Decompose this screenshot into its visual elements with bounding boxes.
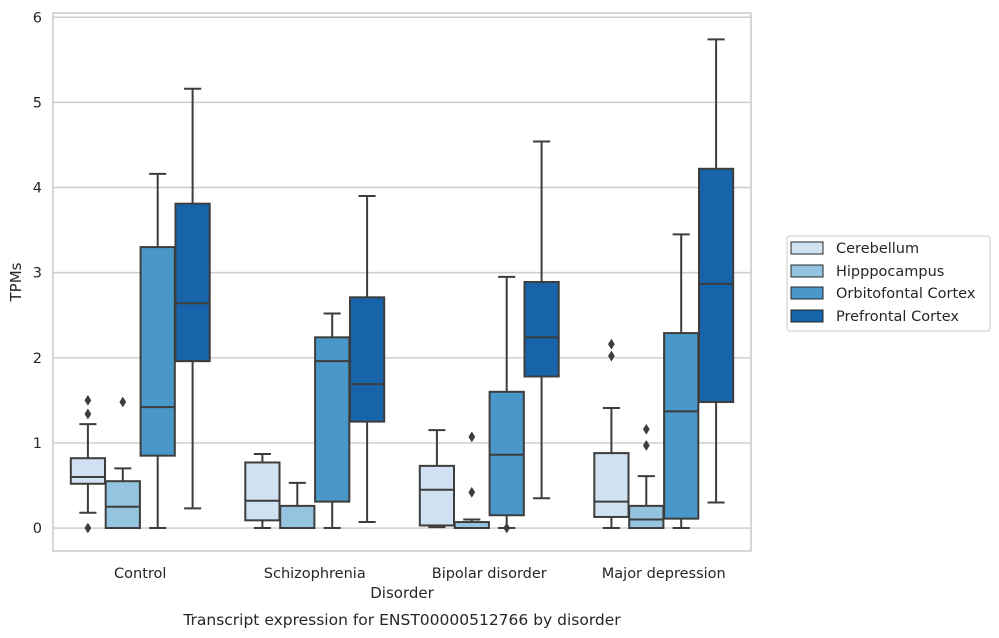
- outlier-1: [468, 486, 476, 498]
- box-1-3: [628, 423, 665, 530]
- legend: Cerebellum Hipppocampus Orbitofontal Cor…: [786, 235, 991, 332]
- y-tick-label-1: 1: [33, 436, 42, 452]
- x-tick-label-2: Bipolar disorder: [432, 566, 547, 582]
- y-tick-label-2: 2: [33, 351, 42, 367]
- figure-caption: Transcript expression for ENST0000051276…: [182, 611, 621, 629]
- legend-swatch-cerebellum: [790, 241, 824, 255]
- iqr-box: [244, 461, 281, 522]
- box-0-1: [244, 452, 281, 530]
- iqr-box: [348, 296, 386, 423]
- x-tick-labels: Control Schizophrenia Bipolar disorder Majo…: [114, 566, 726, 582]
- legend-label-prefrontal: Prefrontal Cortex: [836, 309, 959, 325]
- box-2-3: [663, 233, 700, 530]
- iqr-box: [697, 167, 735, 404]
- box-2-2: [488, 275, 525, 534]
- plot-frame: [52, 12, 752, 552]
- box-0-3: [593, 338, 630, 530]
- legend-label-cerebellum: Cerebellum: [836, 241, 919, 257]
- iqr-box: [314, 336, 351, 503]
- iqr-box: [628, 504, 665, 530]
- y-tick-label-5: 5: [33, 95, 42, 111]
- outlier-0: [84, 394, 92, 406]
- outlier-0: [642, 423, 650, 435]
- box-3-1: [348, 195, 386, 524]
- iqr-box: [488, 390, 525, 517]
- iqr-box: [104, 480, 141, 530]
- iqr-box: [663, 332, 700, 520]
- box-3-0: [174, 87, 211, 510]
- legend-swatch-hippocampus: [790, 264, 824, 278]
- iqr-box: [593, 452, 630, 518]
- box-1-0: [104, 396, 141, 530]
- y-tick-label-3: 3: [33, 266, 42, 282]
- iqr-box: [418, 464, 456, 527]
- box-1-2: [453, 431, 490, 530]
- outlier-1: [84, 408, 92, 420]
- x-axis-label: Disorder: [370, 584, 434, 602]
- iqr-box: [279, 504, 316, 530]
- x-tick-label-0: Control: [114, 566, 166, 582]
- box-0-2: [418, 429, 456, 529]
- box-3-3: [697, 38, 735, 504]
- legend-frame: [786, 235, 991, 332]
- box-1-1: [279, 481, 316, 530]
- outlier-1: [642, 440, 650, 451]
- iqr-box: [139, 246, 176, 457]
- legend-swatch-prefrontal: [790, 309, 824, 323]
- outlier-2: [84, 522, 92, 534]
- y-tick-labels: 0 1 2 3 4 5 6: [33, 10, 42, 537]
- iqr-box: [523, 281, 560, 378]
- iqr-box: [174, 202, 211, 363]
- y-tick-label-0: 0: [33, 521, 42, 537]
- outlier-0: [119, 396, 127, 408]
- box-3-2: [523, 140, 560, 500]
- legend-swatch-orbitofrontal: [790, 286, 824, 300]
- y-axis-label: TPMs: [7, 262, 25, 302]
- outlier-0: [468, 431, 476, 443]
- x-tick-label-1: Schizophrenia: [264, 566, 366, 582]
- box-groups: [69, 38, 735, 534]
- y-tick-label-4: 4: [33, 181, 42, 197]
- x-tick-label-3: Major depression: [602, 566, 726, 582]
- legend-label-hippocampus: Hipppocampus: [836, 264, 944, 280]
- box-2-1: [314, 312, 351, 530]
- iqr-box: [69, 457, 107, 485]
- outlier-0: [503, 522, 511, 534]
- legend-label-orbitofrontal: Orbitofontal Cortex: [836, 286, 976, 302]
- box-2-0: [139, 172, 176, 530]
- y-tick-label-6: 6: [33, 10, 42, 26]
- outlier-0: [608, 338, 615, 350]
- box-0-0: [69, 394, 107, 534]
- outlier-1: [608, 350, 615, 362]
